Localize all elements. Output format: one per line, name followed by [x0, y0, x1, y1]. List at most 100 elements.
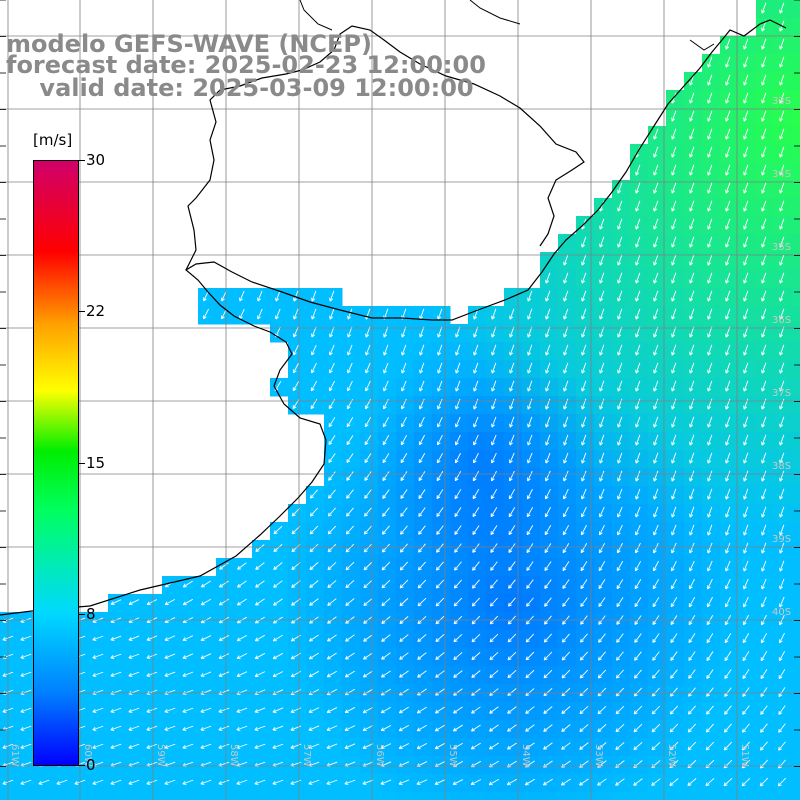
- wind-cell: [522, 792, 541, 800]
- wind-cell: [360, 396, 379, 415]
- wind-cell: [450, 792, 469, 800]
- wind-arrow: [761, 38, 767, 50]
- wind-arrow: [688, 687, 696, 697]
- wind-arrow: [561, 633, 570, 643]
- wind-arrow: [688, 596, 696, 608]
- wind-arrow: [597, 724, 607, 733]
- wind-cell: [234, 666, 253, 685]
- wind-arrow: [779, 74, 785, 86]
- wind-arrow: [398, 779, 410, 785]
- wind-arrow: [633, 705, 643, 715]
- wind-cell: [450, 504, 469, 523]
- wind-arrow: [671, 164, 677, 176]
- wind-arrow: [346, 471, 354, 481]
- wind-arrow: [778, 705, 786, 715]
- wind-arrow: [418, 507, 426, 517]
- wind-cell: [342, 630, 361, 649]
- colorbar-tick: [79, 311, 85, 312]
- wind-arrow: [563, 380, 569, 392]
- wind-cell: [612, 738, 631, 757]
- wind-arrow: [56, 779, 68, 785]
- wind-cell: [414, 648, 433, 667]
- wind-cell: [378, 792, 397, 800]
- wind-arrow: [526, 543, 534, 553]
- wind-arrow: [473, 434, 479, 446]
- wind-arrow: [561, 742, 571, 750]
- wind-cell: [684, 738, 703, 757]
- wind-cell: [324, 450, 343, 469]
- wind-cell: [252, 702, 271, 721]
- wind-cell: [774, 774, 793, 793]
- wind-cell: [162, 774, 181, 793]
- wind-cell: [558, 234, 577, 253]
- wind-cell: [360, 450, 379, 469]
- wind-arrow: [688, 669, 696, 679]
- wind-cell: [486, 792, 505, 800]
- wind-cell: [108, 738, 127, 757]
- wind-cell: [450, 594, 469, 613]
- wind-cell: [702, 288, 721, 307]
- wind-arrow: [453, 597, 463, 607]
- wind-cell: [648, 630, 667, 649]
- wind-cell: [792, 432, 800, 451]
- wind-cell: [432, 738, 451, 757]
- wind-cell: [324, 792, 343, 800]
- wind-arrow: [327, 543, 337, 553]
- wind-arrow: [311, 326, 317, 338]
- wind-cell: [774, 522, 793, 541]
- wind-cell: [666, 360, 685, 379]
- wind-cell: [738, 666, 757, 685]
- wind-cell: [666, 270, 685, 289]
- wind-cell: [324, 576, 343, 595]
- wind-arrow: [308, 725, 320, 731]
- wind-arrow: [345, 525, 355, 535]
- wind-cell: [396, 504, 415, 523]
- wind-arrow: [634, 560, 642, 572]
- wind-cell: [630, 720, 649, 739]
- wind-cell: [522, 702, 541, 721]
- wind-cell: [558, 630, 577, 649]
- wind-cell: [576, 594, 595, 613]
- wind-cell: [648, 288, 667, 307]
- wind-cell: [414, 558, 433, 577]
- wind-cell: [702, 270, 721, 289]
- wind-cell: [504, 450, 523, 469]
- wind-arrow: [272, 725, 284, 731]
- wind-cell: [216, 288, 235, 307]
- wind-arrow: [362, 670, 373, 678]
- wind-cell: [180, 666, 199, 685]
- wind-arrow: [472, 507, 480, 518]
- wind-arrow: [562, 597, 570, 607]
- wind-cell: [792, 126, 800, 145]
- wind-cell: [756, 504, 775, 523]
- wind-cell: [378, 432, 397, 451]
- wind-cell: [576, 522, 595, 541]
- wind-cell: [720, 414, 739, 433]
- wind-arrow: [707, 272, 713, 284]
- wind-cell: [792, 198, 800, 217]
- wind-cell: [774, 486, 793, 505]
- wind-arrow: [455, 362, 461, 374]
- wind-arrow: [617, 218, 623, 230]
- wind-cell: [720, 504, 739, 523]
- wind-arrow: [309, 562, 319, 571]
- wind-arrow: [779, 110, 785, 122]
- wind-cell: [216, 720, 235, 739]
- wind-arrow: [454, 543, 462, 553]
- wind-arrow: [689, 362, 695, 374]
- wind-arrow: [779, 344, 785, 356]
- wind-cell: [576, 558, 595, 577]
- wind-arrow: [326, 670, 337, 678]
- wind-cell: [486, 774, 505, 793]
- wind-arrow: [417, 597, 427, 607]
- wind-arrow: [779, 38, 785, 50]
- wind-cell: [540, 486, 559, 505]
- wind-arrow: [669, 705, 679, 715]
- wind-arrow: [689, 452, 695, 464]
- wind-cell: [198, 666, 217, 685]
- wind-cell: [486, 630, 505, 649]
- wind-cell: [738, 180, 757, 199]
- wind-arrow: [633, 778, 643, 786]
- wind-cell: [792, 90, 800, 109]
- wind-arrow: [381, 670, 391, 678]
